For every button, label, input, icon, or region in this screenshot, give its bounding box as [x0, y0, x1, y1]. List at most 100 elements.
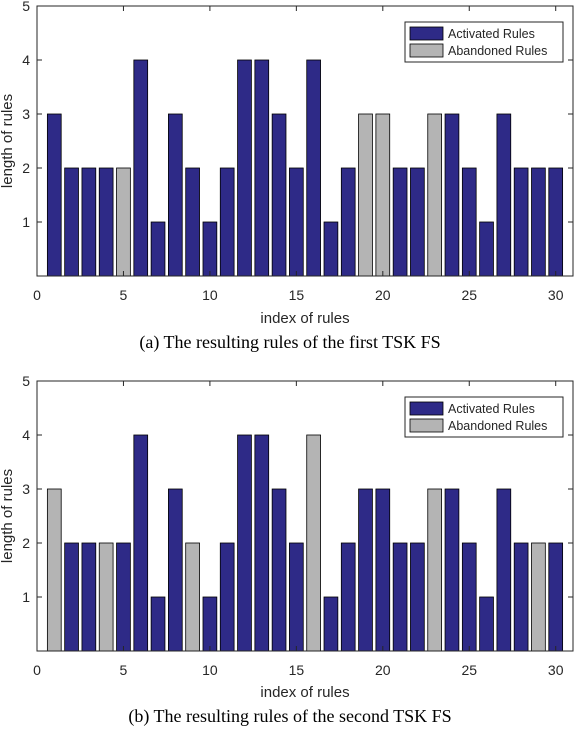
bar-rule-29	[531, 542, 546, 652]
bar-rule-6	[133, 434, 149, 652]
x-tick-label: 30	[548, 287, 564, 303]
y-tick-label: 5	[22, 0, 30, 14]
y-tick-label: 2	[22, 535, 30, 551]
x-tick-label: 20	[375, 287, 391, 303]
bar-rule-30	[548, 542, 564, 652]
bar-rule-7	[150, 221, 166, 277]
y-tick-label: 2	[22, 160, 30, 176]
legend: Activated Rules Abandoned Rules	[404, 396, 564, 438]
bar-rule-4	[98, 542, 114, 652]
bar-rule-28	[513, 542, 529, 652]
bar-rule-18	[340, 167, 356, 277]
bar-rule-11	[219, 167, 235, 277]
x-tick-label: 0	[33, 287, 41, 303]
legend-label-abandoned: Abandoned Rules	[448, 44, 547, 58]
y-tick-label: 1	[22, 589, 30, 605]
bar-rule-27	[496, 488, 512, 652]
bar-rule-25	[461, 542, 477, 652]
bar-rule-15	[289, 167, 304, 277]
bar-rule-1	[46, 488, 62, 652]
bar-rule-15	[289, 542, 304, 652]
bar-rule-23	[427, 488, 442, 652]
bar-rule-14	[271, 488, 287, 652]
figure-caption: (a) The resulting rules of the first TSK…	[139, 332, 440, 353]
bar-rule-24	[444, 113, 460, 277]
x-axis-label: index of rules	[260, 310, 349, 327]
bar-rule-16	[306, 59, 321, 277]
legend-swatch-activated	[409, 401, 444, 416]
bar-rule-18	[340, 542, 356, 652]
y-tick-label: 4	[22, 427, 30, 443]
bar-rule-3	[81, 542, 97, 652]
bar-rule-8	[168, 113, 183, 277]
x-tick-label: 20	[375, 662, 391, 678]
figure-caption: (b) The resulting rules of the second TS…	[128, 706, 451, 727]
bar-rule-2	[64, 542, 79, 652]
x-tick-label: 30	[548, 662, 564, 678]
bar-rule-8	[168, 488, 183, 652]
y-tick-label: 1	[22, 214, 30, 230]
bar-rule-29	[531, 167, 546, 277]
bar-rule-7	[150, 596, 166, 652]
bar-rule-21	[392, 542, 408, 652]
bar-rule-6	[133, 59, 149, 277]
bar-rule-14	[271, 113, 287, 277]
bar-rule-9	[185, 542, 200, 652]
bar-rule-19	[358, 488, 373, 652]
bar-rule-26	[479, 221, 494, 277]
bar-rule-16	[306, 434, 321, 652]
bar-rule-22	[410, 542, 425, 652]
chart-panel-b: 0 5 10 15 20 25 30 1 2 3 4 5 index of rules length of…	[0, 373, 574, 727]
x-tick-label: 15	[289, 287, 305, 303]
bar-rule-24	[444, 488, 460, 652]
y-tick-label: 5	[22, 373, 30, 389]
legend-swatch-abandoned	[409, 43, 444, 58]
y-axis-label: length of rules	[0, 469, 16, 563]
y-tick-label: 3	[22, 481, 30, 497]
bar-rule-20	[375, 113, 391, 277]
legend-label-activated: Activated Rules	[448, 27, 535, 41]
bar-rule-5	[116, 542, 131, 652]
x-tick-label: 5	[120, 287, 128, 303]
bar-rule-28	[513, 167, 529, 277]
bar-rule-1	[46, 113, 62, 277]
bar-rule-9	[185, 167, 200, 277]
x-tick-label: 25	[461, 662, 477, 678]
bar-rule-5	[116, 167, 131, 277]
bar-rule-3	[81, 167, 97, 277]
plot-area-frame	[36, 5, 574, 277]
y-tick-label: 3	[22, 106, 30, 122]
x-tick-label: 10	[202, 662, 218, 678]
bar-rule-23	[427, 113, 442, 277]
x-tick-label: 25	[461, 287, 477, 303]
legend-label-abandoned: Abandoned Rules	[448, 419, 547, 433]
bar-rule-26	[479, 596, 494, 652]
legend: Activated Rules Abandoned Rules	[404, 21, 564, 63]
bar-rule-25	[461, 167, 477, 277]
bar-rule-21	[392, 167, 408, 277]
bar-rule-4	[98, 167, 114, 277]
bar-rule-11	[219, 542, 235, 652]
bar-rule-20	[375, 488, 391, 652]
plot-area-frame	[36, 380, 574, 652]
bar-rule-27	[496, 113, 512, 277]
bar-rule-2	[64, 167, 79, 277]
y-tick-label: 4	[22, 52, 30, 68]
bar-rule-17	[323, 596, 339, 652]
bar-rule-10	[202, 596, 218, 652]
x-tick-label: 10	[202, 287, 218, 303]
bar-rule-12	[237, 434, 252, 652]
chart-panel-a: 0 5 10 15 20 25 30 1 2 3 4 5 index of rules length of…	[0, 0, 574, 353]
legend-label-activated: Activated Rules	[448, 402, 535, 416]
x-tick-label: 0	[33, 662, 41, 678]
x-axis-label: index of rules	[260, 684, 349, 701]
x-tick-label: 15	[289, 662, 305, 678]
bar-rule-22	[410, 167, 425, 277]
y-axis-label: length of rules	[0, 94, 16, 188]
bar-rule-13	[254, 434, 270, 652]
bar-rule-13	[254, 59, 270, 277]
bar-rule-12	[237, 59, 252, 277]
bar-rule-30	[548, 167, 564, 277]
legend-swatch-abandoned	[409, 418, 444, 433]
